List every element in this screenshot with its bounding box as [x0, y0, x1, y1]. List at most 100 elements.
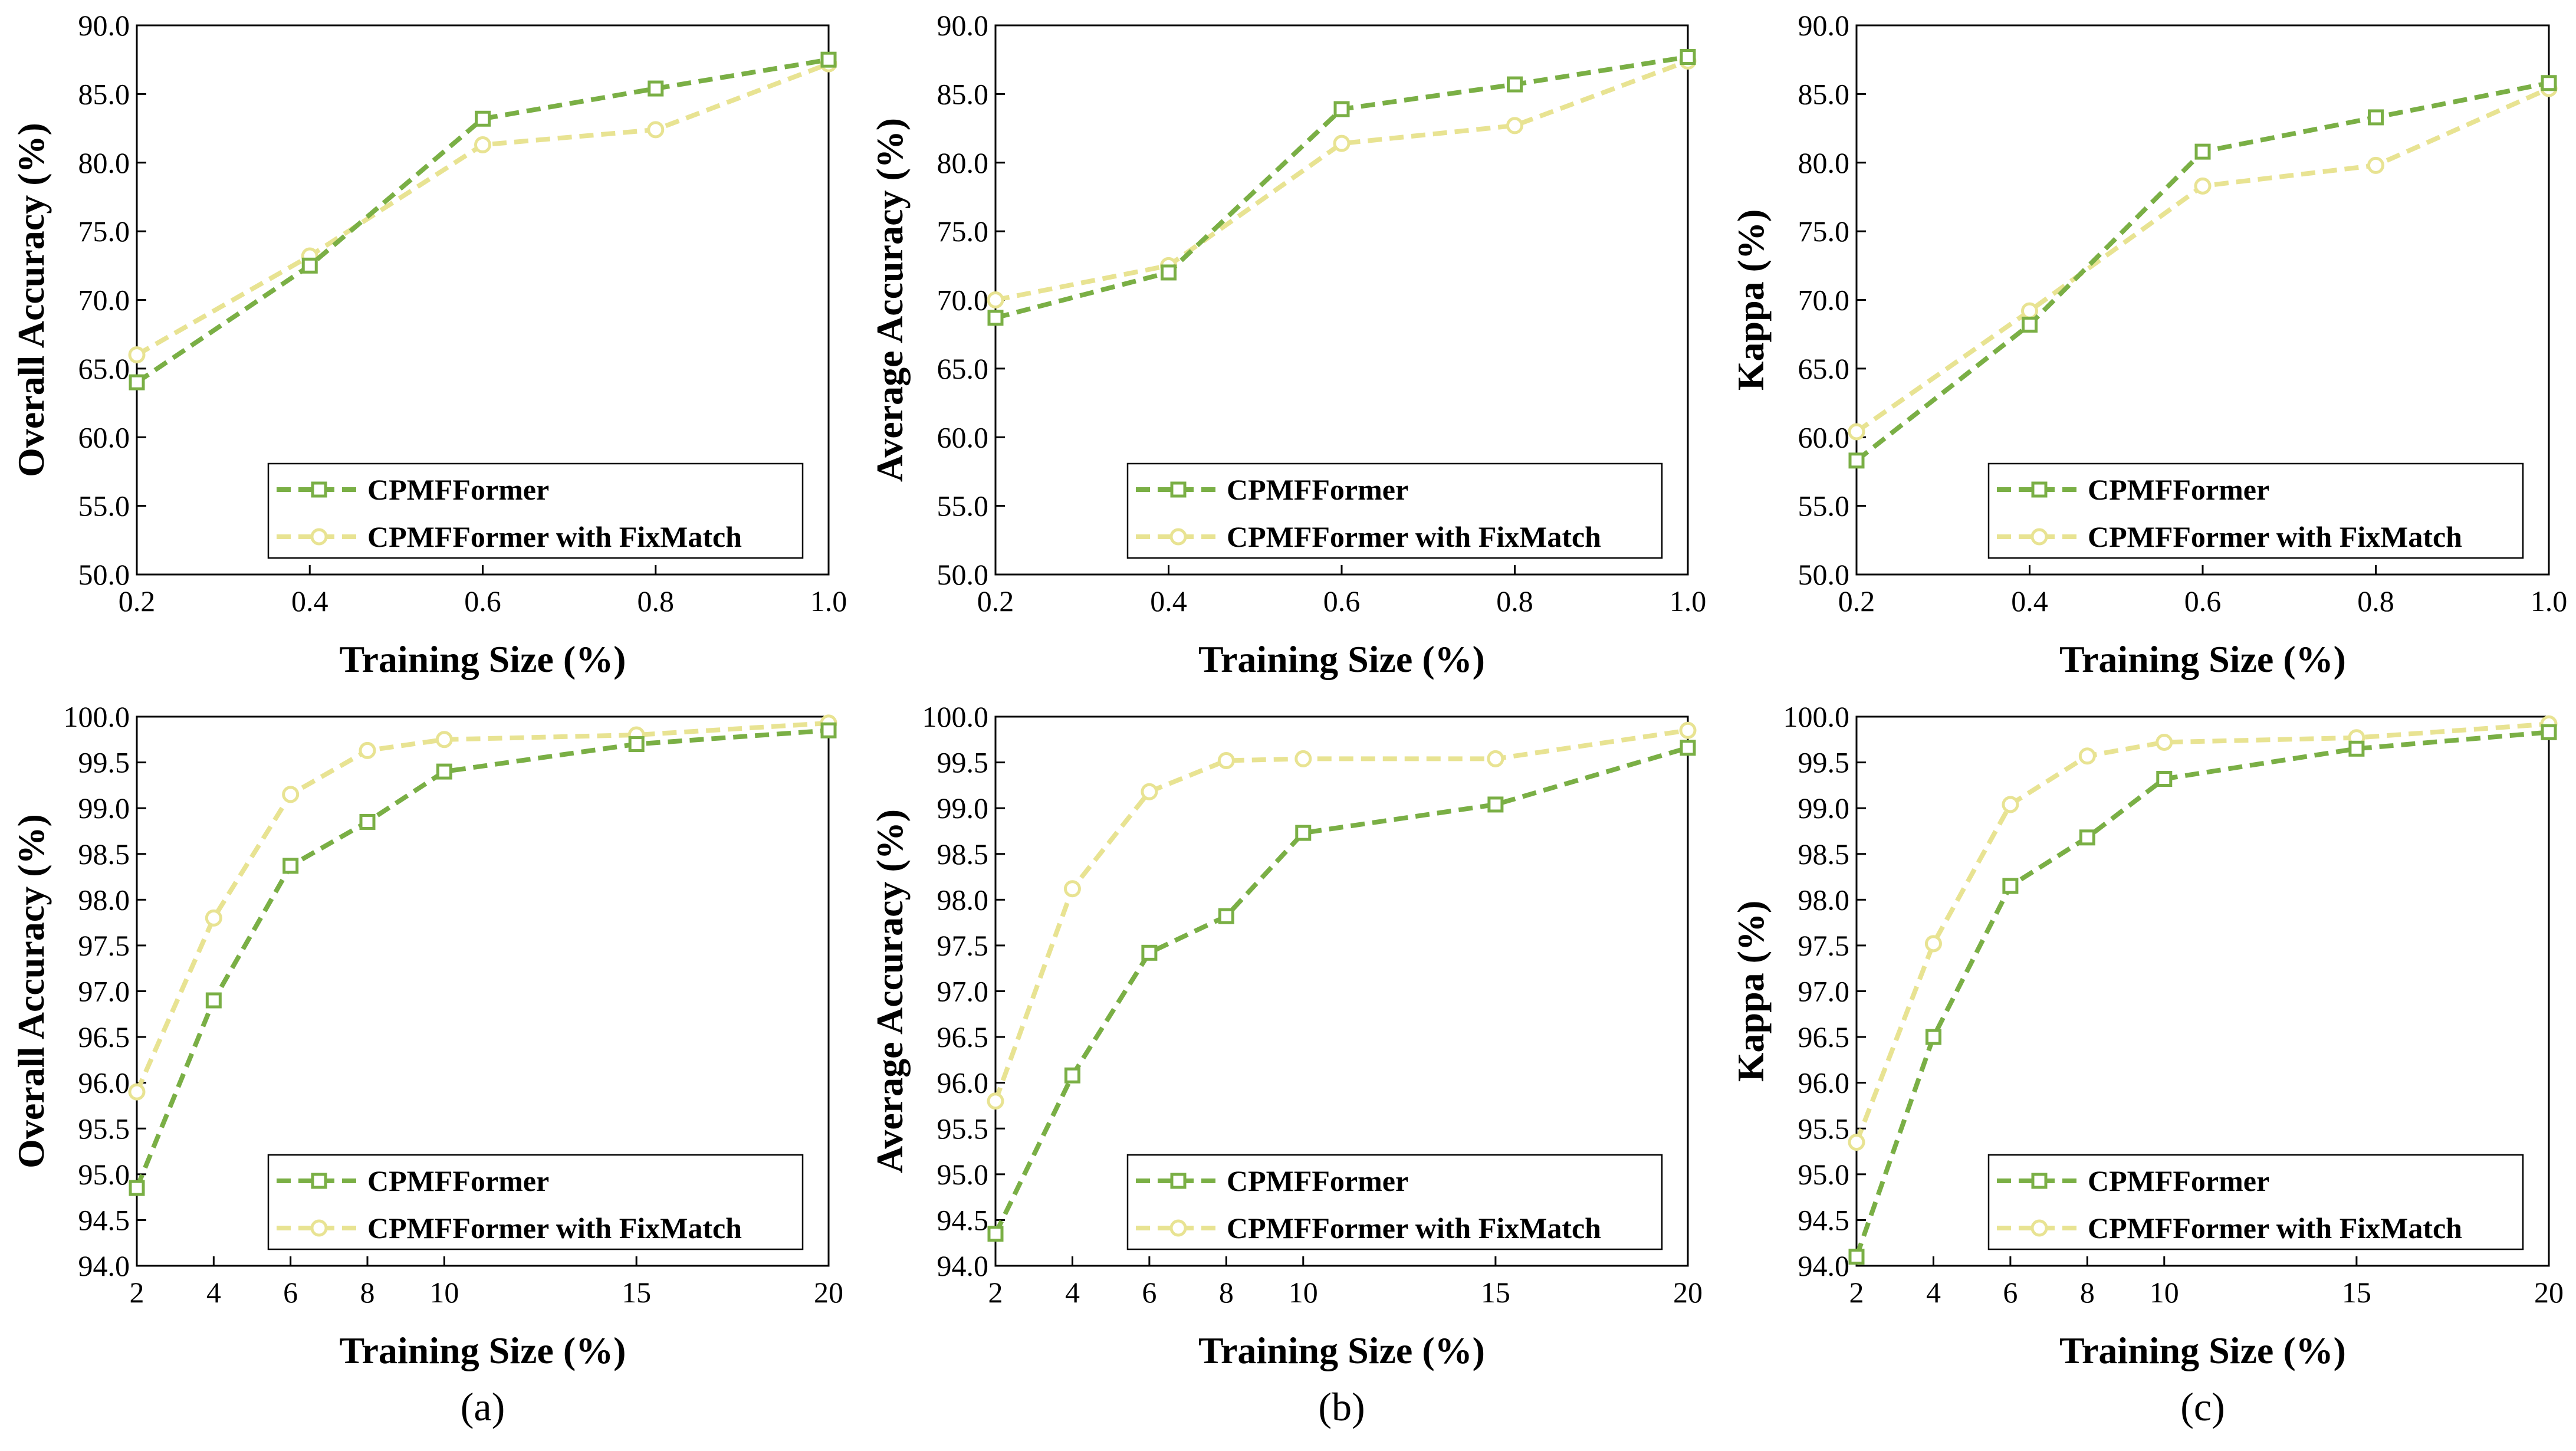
legend-marker-circle	[1169, 1219, 1187, 1237]
data-point	[2368, 109, 2384, 126]
data-point	[1506, 117, 1523, 134]
series-cpmfformer	[129, 51, 837, 390]
y-axis-title: Overall Accuracy (%)	[10, 814, 52, 1168]
data-point	[648, 80, 664, 97]
data-point	[359, 813, 376, 830]
series-cpmfformer	[987, 740, 1696, 1242]
data-point	[301, 257, 318, 274]
x-tick-label: 20	[2534, 1276, 2564, 1309]
y-tick-label: 96.5	[1798, 1020, 1850, 1053]
legend-label: CPMFFormer	[1227, 1164, 1408, 1197]
data-point	[1487, 750, 1504, 767]
y-tick-label: 70.0	[78, 284, 130, 317]
data-point	[2156, 733, 2173, 751]
y-tick-label: 85.0	[937, 77, 989, 110]
x-axis: 0.2 0.4 0.6 0.8 1.0	[119, 565, 847, 618]
series-cpmfformer-fixmatch	[987, 52, 1697, 308]
legend-marker-square	[1170, 1173, 1187, 1189]
y-axis-title: Average Accuracy (%)	[869, 118, 911, 482]
y-tick-label: 94.5	[937, 1203, 989, 1236]
y-tick-label: 99.5	[937, 746, 989, 779]
data-point	[282, 786, 300, 803]
x-tick-label: 20	[814, 1276, 843, 1309]
data-point	[2022, 316, 2038, 333]
y-tick-label: 98.0	[937, 883, 989, 916]
data-point	[2348, 740, 2365, 757]
x-tick-label: 1.0	[810, 585, 847, 618]
data-point	[2078, 747, 2096, 765]
x-axis: 2 4 6 8 10 15 20	[1849, 1256, 2564, 1309]
data-point	[628, 736, 645, 753]
x-tick-label: 2	[988, 1276, 1003, 1309]
legend-marker-square	[2031, 481, 2048, 498]
chart-panel-5: 94.0 94.5 95.0 95.5 96.0 96.5 97.0 97.5 98.0 98.5…	[869, 700, 1703, 1371]
data-point	[2002, 878, 2019, 894]
x-tick-label: 0.8	[2357, 585, 2394, 618]
legend-label: CPMFFormer	[367, 1164, 549, 1197]
legend: CPMFFormer CPMFFormer with FixMatch	[267, 462, 804, 559]
x-tick-label: 15	[1481, 1276, 1510, 1309]
y-tick-label: 98.5	[1798, 838, 1850, 871]
series-line	[1854, 721, 2549, 1143]
y-tick-label: 75.0	[937, 215, 989, 248]
y-tick-label: 85.0	[1798, 77, 1850, 110]
legend-label: CPMFFormer with FixMatch	[2088, 1212, 2462, 1245]
series-line	[993, 728, 1688, 1102]
series-line	[134, 720, 829, 1093]
data-point	[1848, 1134, 1865, 1151]
series-cpmfformer-fixmatch	[128, 714, 837, 1101]
y-tick-label: 70.0	[1798, 284, 1850, 317]
legend-marker-circle	[2030, 1219, 2048, 1237]
data-point	[1141, 944, 1158, 961]
x-tick-label: 8	[2080, 1276, 2095, 1309]
x-tick-label: 20	[1673, 1276, 1703, 1309]
y-tick-label: 70.0	[937, 284, 989, 317]
x-tick-label: 6	[1142, 1276, 1156, 1309]
legend: CPMFFormer CPMFFormer with FixMatch	[1126, 462, 1663, 559]
y-tick-label: 50.0	[937, 558, 989, 591]
series-cpmfformer-fixmatch	[987, 721, 1697, 1110]
data-point	[987, 310, 1004, 326]
data-point	[1333, 101, 1350, 117]
series-line	[995, 58, 1689, 303]
y-axis-title: Average Accuracy (%)	[869, 809, 911, 1173]
data-point	[2541, 724, 2557, 740]
x-tick-label: 6	[2003, 1276, 2018, 1309]
data-point	[1064, 1067, 1080, 1084]
y-axis: 94.0 94.5 95.0 95.5 96.0 96.5 97.0 97.5 98.0 98.5…	[64, 700, 146, 1282]
data-point	[1295, 825, 1312, 841]
x-tick-label: 2	[1849, 1276, 1864, 1309]
series-line	[134, 728, 829, 1189]
x-tick-label: 0.6	[2184, 585, 2222, 618]
y-axis: 94.0 94.5 95.0 95.5 96.0 96.5 97.0 97.5 98.0 98.5…	[922, 700, 1005, 1282]
data-point	[647, 121, 665, 139]
y-tick-label: 60.0	[937, 421, 989, 454]
series-cpmfformer	[1848, 724, 2557, 1265]
y-tick-label: 80.0	[1798, 146, 1850, 179]
data-point	[2367, 156, 2384, 174]
y-tick-label: 96.0	[78, 1066, 130, 1099]
y-tick-label: 96.5	[78, 1020, 130, 1053]
y-tick-label: 97.0	[78, 975, 130, 1008]
data-point	[435, 731, 453, 749]
x-tick-label: 0.2	[977, 585, 1014, 618]
chart-panel-6: 94.0 94.5 95.0 95.5 96.0 96.5 97.0 97.5 98.0 98.5…	[1730, 700, 2564, 1371]
x-tick-label: 8	[360, 1276, 375, 1309]
y-tick-label: 60.0	[78, 421, 130, 454]
data-point	[1848, 1248, 1865, 1265]
data-point	[2079, 829, 2095, 846]
panel-label-b: (b)	[1318, 1384, 1365, 1429]
panel-label-a: (a)	[461, 1384, 505, 1429]
y-tick-label: 95.5	[1798, 1112, 1850, 1145]
x-tick-label: 1.0	[1670, 585, 1707, 618]
y-tick-label: 97.5	[937, 929, 989, 962]
data-point	[1217, 751, 1235, 769]
legend-box	[1987, 462, 2524, 559]
y-axis-title: Kappa (%)	[1730, 901, 1772, 1082]
data-point	[282, 858, 299, 874]
y-tick-label: 96.0	[1798, 1066, 1850, 1099]
series-cpmfformer	[129, 722, 837, 1196]
legend-label: CPMFFormer with FixMatch	[2088, 520, 2462, 553]
legend-label: CPMFFormer with FixMatch	[1227, 520, 1601, 553]
